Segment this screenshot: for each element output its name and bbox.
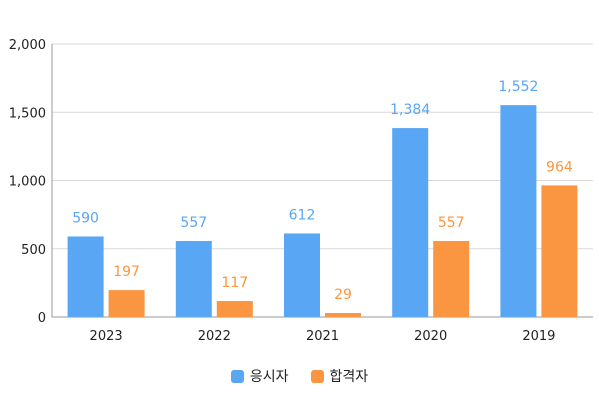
data-labels: 590 197 557 117 612 29 1,384 557 1,552 964: [72, 79, 573, 303]
legend-label-passers: 합격자: [329, 369, 369, 385]
y-tick-label: 2,000: [9, 38, 46, 53]
data-label: 557: [180, 215, 207, 231]
data-label: 197: [113, 264, 140, 280]
data-label: 590: [72, 210, 99, 226]
legend: 응시자 합격자: [0, 366, 599, 386]
bar: [284, 233, 320, 317]
data-label: 117: [221, 275, 248, 291]
x-axis-ticks: 2023 2022 2021 2020 2019: [90, 329, 556, 344]
x-tick-label: 2020: [414, 329, 447, 344]
bar: [433, 240, 470, 317]
legend-item-passers[interactable]: 합격자: [310, 366, 369, 386]
y-tick-label: 1,500: [9, 106, 46, 121]
bar: [500, 105, 537, 317]
bar: [175, 240, 212, 317]
bar: [541, 185, 578, 317]
bar: [325, 313, 361, 317]
x-tick-label: 2019: [522, 329, 555, 344]
y-tick-label: 500: [21, 243, 46, 258]
data-label: 612: [289, 207, 316, 223]
x-tick-label: 2023: [90, 329, 123, 344]
data-label: 964: [546, 159, 573, 175]
data-label: 557: [438, 215, 465, 231]
bar: [216, 301, 253, 317]
data-label: 29: [334, 287, 352, 303]
bar: [108, 290, 145, 317]
bars: [67, 105, 578, 317]
data-label: 1,384: [390, 102, 430, 118]
legend-label-applicants: 응시자: [249, 369, 289, 385]
x-tick-label: 2022: [198, 329, 231, 344]
y-axis-ticks: 0 500 1,000 1,500 2,000: [9, 38, 46, 326]
data-label: 1,552: [498, 79, 538, 95]
y-tick-label: 1,000: [9, 175, 46, 190]
y-tick-label: 0: [38, 311, 46, 326]
legend-item-applicants[interactable]: 응시자: [230, 366, 289, 386]
legend-swatch-passers: [310, 369, 324, 383]
bar: [67, 236, 104, 317]
bar: [392, 128, 429, 317]
legend-swatch-applicants: [230, 369, 244, 383]
x-tick-label: 2021: [306, 329, 339, 344]
